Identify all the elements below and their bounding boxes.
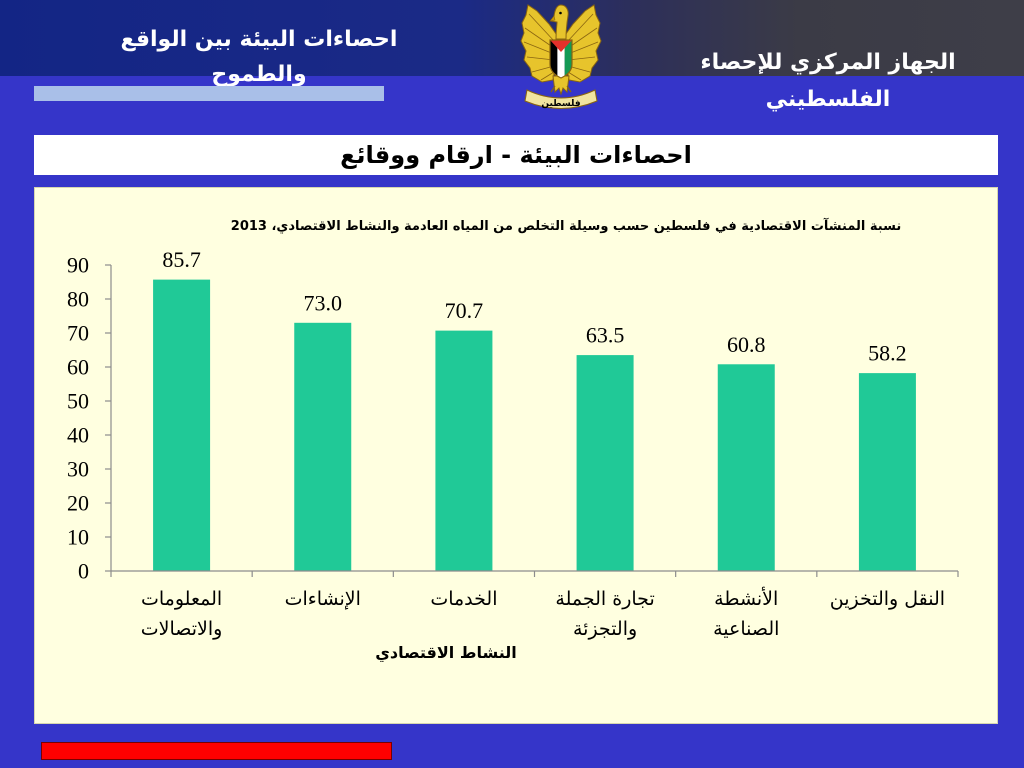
x-category-label-5: الأنشطة الصناعية	[713, 588, 780, 640]
data-label-2: 73.0	[304, 290, 343, 315]
x-axis-title: النشاط الاقتصادي	[375, 643, 517, 662]
y-tick-label-40: 40	[67, 423, 89, 448]
data-label-6: 58.2	[868, 341, 907, 366]
y-tick-label-0: 0	[78, 559, 89, 584]
data-label-5: 60.8	[727, 332, 766, 357]
chart-panel: نسبة المنشآت الاقتصادية في فلسطين حسب وس…	[34, 187, 998, 724]
header-band	[0, 0, 1024, 76]
y-tick-label-70: 70	[67, 321, 89, 346]
bar-chart: 85.7 73.0 70.7 63.5 60.8 58.2 0 10 20 30 40 50 60 70 8…	[67, 247, 959, 584]
emblem-tail	[550, 75, 572, 96]
y-tick-label-50: 50	[67, 389, 89, 414]
bar-5	[717, 364, 775, 571]
y-tick-label-20: 20	[67, 491, 89, 516]
palestine-emblem-logo: فلسطين	[520, 4, 602, 109]
header-accent-bar	[34, 86, 384, 101]
header-right-title: الجهاز المركزي للإحصاء الفلسطيني	[700, 50, 956, 112]
emblem-shield	[549, 39, 573, 79]
footer-bar	[41, 742, 392, 760]
emblem-ribbon: فلسطين	[524, 89, 598, 109]
x-category-label-3: الخدمات	[430, 588, 498, 610]
x-category-label-2: الإنشاءات	[284, 588, 361, 610]
bar-6	[858, 373, 916, 571]
data-label-4: 63.5	[586, 323, 625, 348]
header-left-title: احصاءات البيئة بين الواقع والطموح	[120, 27, 398, 87]
bar-4	[576, 355, 634, 571]
y-tick-label-90: 90	[67, 253, 89, 278]
bar-2	[294, 322, 352, 571]
y-tick-label-10: 10	[67, 525, 89, 550]
data-label-3: 70.7	[445, 298, 484, 323]
slide-title: احصاءات البيئة - ارقام ووقائع	[340, 141, 692, 169]
x-category-label-1: المعلومات والاتصالات	[140, 588, 223, 640]
y-tick-label-60: 60	[67, 355, 89, 380]
x-category-label-4: تجارة الجملة والتجزئة	[555, 588, 655, 640]
chart-title: نسبة المنشآت الاقتصادية في فلسطين حسب وس…	[230, 219, 902, 234]
data-label-1: 85.7	[162, 247, 201, 272]
y-tick-label-30: 30	[67, 457, 89, 482]
y-tick-label-80: 80	[67, 287, 89, 312]
x-category-label-6: النقل والتخزين	[829, 588, 946, 610]
emblem-ribbon-text: فلسطين	[541, 99, 580, 109]
emblem-head	[549, 4, 569, 40]
bar-1	[153, 279, 211, 571]
bar-3	[435, 330, 493, 571]
slide-title-box: احصاءات البيئة - ارقام ووقائع	[34, 135, 998, 175]
